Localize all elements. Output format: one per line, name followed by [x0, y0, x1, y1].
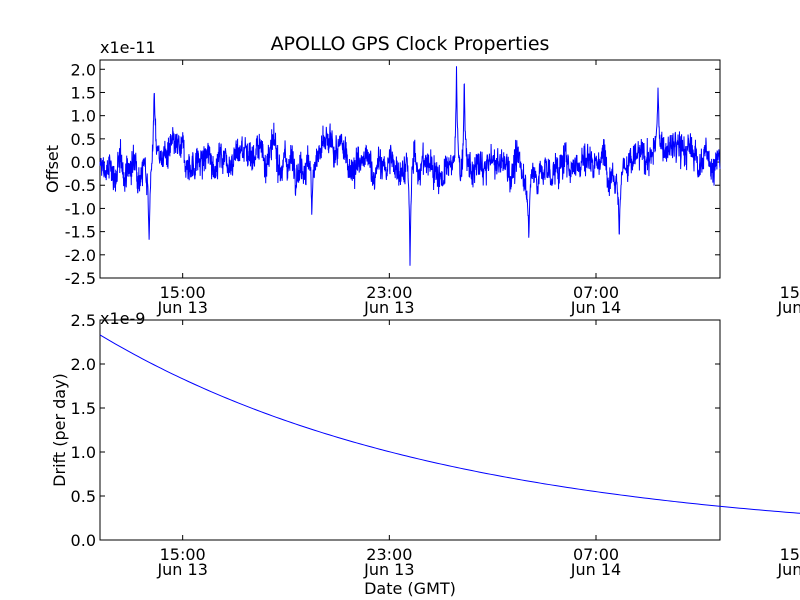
drift-xtick-time-label: 15:00	[160, 545, 206, 564]
offset-ytick-label: 0.0	[71, 153, 96, 172]
drift-ylabel: Drift (per day)	[50, 373, 69, 487]
drift-xlabel: Date (GMT)	[364, 579, 456, 598]
offset-ytick-label: 2.0	[71, 60, 96, 79]
offset-xtick-time-label: 07:00	[573, 283, 619, 302]
offset-ytick-label: 0.5	[71, 130, 96, 149]
drift-xtick-date-label: Jun 13	[363, 560, 414, 579]
drift-xtick-time-label: 15:00	[780, 545, 800, 564]
offset-ylabel: Offset	[43, 145, 62, 193]
offset-ytick-label: 1.0	[71, 107, 96, 126]
drift-xtick-date-label: Jun 14	[570, 560, 621, 579]
offset-ytick-label: 1.5	[71, 83, 96, 102]
drift-xtick-time-label: 07:00	[573, 545, 619, 564]
offset-ytick-label: -1.5	[65, 223, 96, 242]
offset-xtick-date-label: Jun 14	[570, 298, 621, 317]
drift-series-line	[99, 334, 800, 514]
drift-ytick-label: 1.5	[71, 399, 96, 418]
offset-xtick-time-label: 15:00	[160, 283, 206, 302]
offset-xtick-time-label: 15:00	[780, 283, 800, 302]
drift-panel: x1e-9 Drift (per day) Date (GMT) 2.5 2.0 1…	[50, 309, 800, 598]
drift-ytick-label: 0.0	[71, 531, 96, 550]
offset-ytick-label: -2.5	[65, 269, 96, 288]
drift-ytick-label: 1.0	[71, 443, 96, 462]
chart-title: APOLLO GPS Clock Properties	[271, 33, 550, 55]
drift-ytick-label: 2.5	[71, 311, 96, 330]
offset-xtick-date-label: Jun 13	[156, 298, 207, 317]
offset-xtick-date-label: Jun 13	[363, 298, 414, 317]
drift-xtick-time-label: 23:00	[366, 545, 412, 564]
offset-ytick-label: -0.5	[65, 176, 96, 195]
offset-xtick-time-label: 23:00	[366, 283, 412, 302]
drift-xtick-date-label: Jun 13	[156, 560, 207, 579]
offset-scale-label: x1e-11	[100, 38, 156, 57]
offset-panel: x1e-11 Offset 2.0 1.5 1.0 0.5 0.0 -0.5 -1.0 -1.…	[43, 38, 800, 317]
offset-xtick-date-label: Jun 14	[776, 298, 800, 317]
drift-y-ticks: 2.5 2.0 1.5 1.0 0.5 0.0	[71, 311, 720, 550]
drift-xtick-date-label: Jun 14	[776, 560, 800, 579]
offset-series-line	[99, 66, 721, 266]
drift-scale-label: x1e-9	[100, 309, 145, 328]
offset-ytick-label: -1.0	[65, 199, 96, 218]
drift-plot-area	[99, 319, 721, 541]
offset-y-ticks: 2.0 1.5 1.0 0.5 0.0 -0.5 -1.0 -1.5 -2.0 -2.5	[65, 60, 720, 288]
offset-ytick-label: -2.0	[65, 246, 96, 265]
drift-ytick-label: 0.5	[71, 487, 96, 506]
drift-ytick-label: 2.0	[71, 355, 96, 374]
